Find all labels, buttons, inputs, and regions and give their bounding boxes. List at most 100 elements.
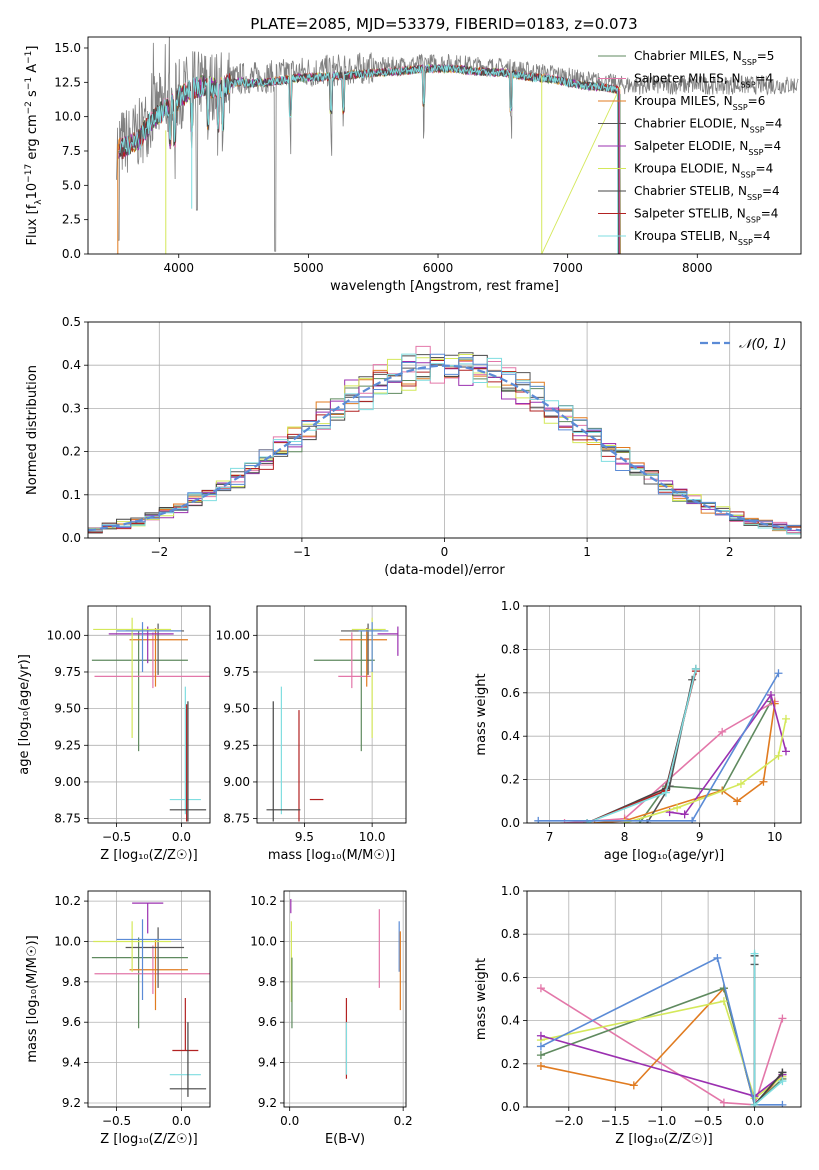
mass-vs-metallicity-panel: −0.5 0.0 9.2 9.4 9.6 9.8 10.0 10.2 Z [log₁₀(Z/Z☉…: [25, 890, 211, 1147]
errorbar-point-kroupa_miles: [129, 939, 188, 1011]
series-line-kroupa_elodie: [624, 718, 787, 823]
series-line-salpeter_stelib: [586, 670, 697, 823]
y-tick-label: 0.4: [501, 729, 520, 743]
y-tick-label: 9.2: [62, 1096, 81, 1110]
y-tick-label: 0.6: [501, 970, 520, 984]
residuals-panel: −2 −1 0 1 2 0.0 0.1 0.2 0.3 0.4 0.5 (data-model)/er…: [25, 315, 802, 578]
x-tick-label: −0.5: [694, 1114, 723, 1128]
spectrum-panel: 4000 5000 6000 7000 8000 0.0 2.5 5.0 7.5 10.0 12.5…: [24, 36, 802, 294]
legend-label: Kroupa ELODIE, NSSP=4: [634, 162, 773, 180]
legend-label-tail: =4: [765, 117, 783, 131]
y-axis-label-part: λ: [34, 199, 44, 205]
legend-label-sub: SSP: [741, 80, 756, 89]
series-marker-blue_series: [774, 669, 783, 678]
series-marker-kroupa_miles: [733, 797, 742, 806]
y-tick-label: 0.5: [62, 315, 81, 329]
spectrum-lines: [116, 37, 799, 254]
y-tick-label: 9.50: [54, 702, 81, 716]
series-group: [536, 949, 787, 1107]
x-tick-label: 0.2: [394, 1114, 413, 1128]
y-axis-label: age [log₁₀(age/yr)]: [17, 654, 32, 775]
y-axis-label-part: −1: [24, 51, 34, 64]
y-axis-label-part: A: [25, 64, 40, 77]
legend-label-sub: SSP: [741, 170, 756, 179]
series-line-blue_series: [538, 672, 780, 822]
legend-label-sub: SSP: [738, 238, 753, 247]
y-tick-label: 10.2: [54, 894, 81, 908]
weight-vs-metallicity-panel: −2.0 −1.5 −1.0 −0.5 0.0 0.0 0.2 0.4 0.6 0.8 1.0 Z […: [474, 884, 802, 1147]
x-axis-label: wavelength [Angstrom, rest frame]: [330, 279, 559, 294]
y-tick-label: 10.00: [216, 628, 250, 642]
errorbar-point-chabrier_stelib: [169, 1022, 207, 1097]
errorbar-point-kroupa_elodie: [93, 921, 172, 972]
y-tick-label: 9.2: [258, 1096, 277, 1110]
y-tick-label: 9.25: [223, 738, 250, 752]
legend-label-tail: =5: [757, 49, 775, 63]
x-tick-label: 9: [696, 830, 704, 844]
y-tick-label: 5.0: [62, 178, 81, 192]
spectrum-model-kroupa_stelib: [119, 63, 619, 254]
y-tick-label: 0.0: [62, 247, 81, 261]
axes-frame: [526, 605, 802, 824]
series-marker-kroupa_elodie: [719, 997, 728, 1006]
axes-frame: [87, 605, 211, 824]
y-axis-label: mass weight: [474, 673, 489, 755]
mass-vs-ebv-panel: 0.0 0.2 9.2 9.4 9.6 9.8 10.0 10.2 E(B-V): [250, 890, 413, 1147]
x-axis-label: age [log₁₀(age/yr)]: [604, 848, 725, 863]
errorbar-point-chabrier_miles: [313, 630, 375, 752]
errorbar-point-chabrier_miles: [91, 937, 188, 1029]
series-marker-kroupa_stelib: [661, 788, 670, 797]
y-tick-label: 10.00: [47, 628, 81, 642]
errorbar-point-salpeter_elodie: [132, 902, 164, 934]
legend-label-name: Kroupa MILES, N: [634, 94, 733, 108]
legend-label-name: Salpeter ELODIE, N: [634, 139, 748, 153]
y-tick-label: 9.4: [258, 1056, 277, 1070]
errorbar-point-blue_series: [358, 622, 389, 672]
errorbar-point-chabrier_elodie: [125, 927, 185, 988]
x-tick-label: 0.0: [172, 830, 191, 844]
y-axis-label: mass [log₁₀(M/M☉)]: [25, 935, 40, 1062]
legend-label-sub: SSP: [742, 58, 757, 67]
age-vs-mass-panel: 9.5 10.0 8.75 9.00 9.25 9.50 9.75 10.00 mass [lo…: [216, 605, 407, 863]
y-tick-label: 0.8: [501, 927, 520, 941]
y-tick-label: 0.0: [501, 1100, 520, 1114]
series-marker-salpeter_miles: [536, 984, 545, 993]
x-tick-label: −1: [293, 545, 311, 559]
series-marker-kroupa_miles: [759, 777, 768, 786]
axes-frame: [256, 605, 407, 824]
series-marker-salpeter_miles: [778, 1014, 787, 1023]
series-line-salpeter_elodie: [669, 693, 787, 816]
legend-label-name: Salpeter MILES, N: [634, 72, 741, 86]
y-tick-label: 0.0: [62, 531, 81, 545]
legend-label-sub: SSP: [747, 193, 762, 202]
y-tick-label: 0.4: [62, 358, 81, 372]
x-tick-label: −0.5: [102, 1114, 131, 1128]
axes-frame: [283, 890, 407, 1108]
legend-label-name: Kroupa ELODIE, N: [634, 162, 741, 176]
y-tick-label: 2.5: [62, 213, 81, 227]
y-tick-label: 12.5: [54, 75, 81, 89]
age-vs-metallicity-panel: −0.5 0.0 8.75 9.00 9.25 9.50 9.75 10.00 Z [log₁₀…: [17, 605, 211, 863]
x-tick-label: −1.0: [647, 1114, 676, 1128]
series-marker-chabrier_stelib: [778, 1068, 787, 1077]
y-tick-label: 9.8: [62, 975, 81, 989]
normal-curve: [88, 364, 801, 532]
y-tick-label: 9.4: [62, 1056, 81, 1070]
axes-frame: [87, 890, 211, 1108]
legend-label-sub: SSP: [733, 103, 748, 112]
x-tick-label: 4000: [163, 261, 194, 275]
legend-label-normal: 𝒩(0, 1): [739, 337, 786, 352]
x-tick-label: 0.0: [172, 1114, 191, 1128]
y-tick-label: 9.6: [258, 1015, 277, 1029]
legend-label: Kroupa STELIB, NSSP=4: [634, 229, 771, 247]
legend-label: Kroupa MILES, NSSP=6: [634, 94, 765, 112]
legend-label-tail: =6: [748, 94, 766, 108]
x-axis-label: Z [log₁₀(Z/Z☉)]: [615, 1132, 712, 1147]
legend-label-name: Chabrier MILES, N: [634, 49, 742, 63]
y-tick-label: 0.2: [501, 773, 520, 787]
y-tick-label: 7.5: [62, 144, 81, 158]
histogram-salpeter_miles: [88, 345, 801, 533]
series-marker-kroupa_miles: [536, 1061, 545, 1070]
